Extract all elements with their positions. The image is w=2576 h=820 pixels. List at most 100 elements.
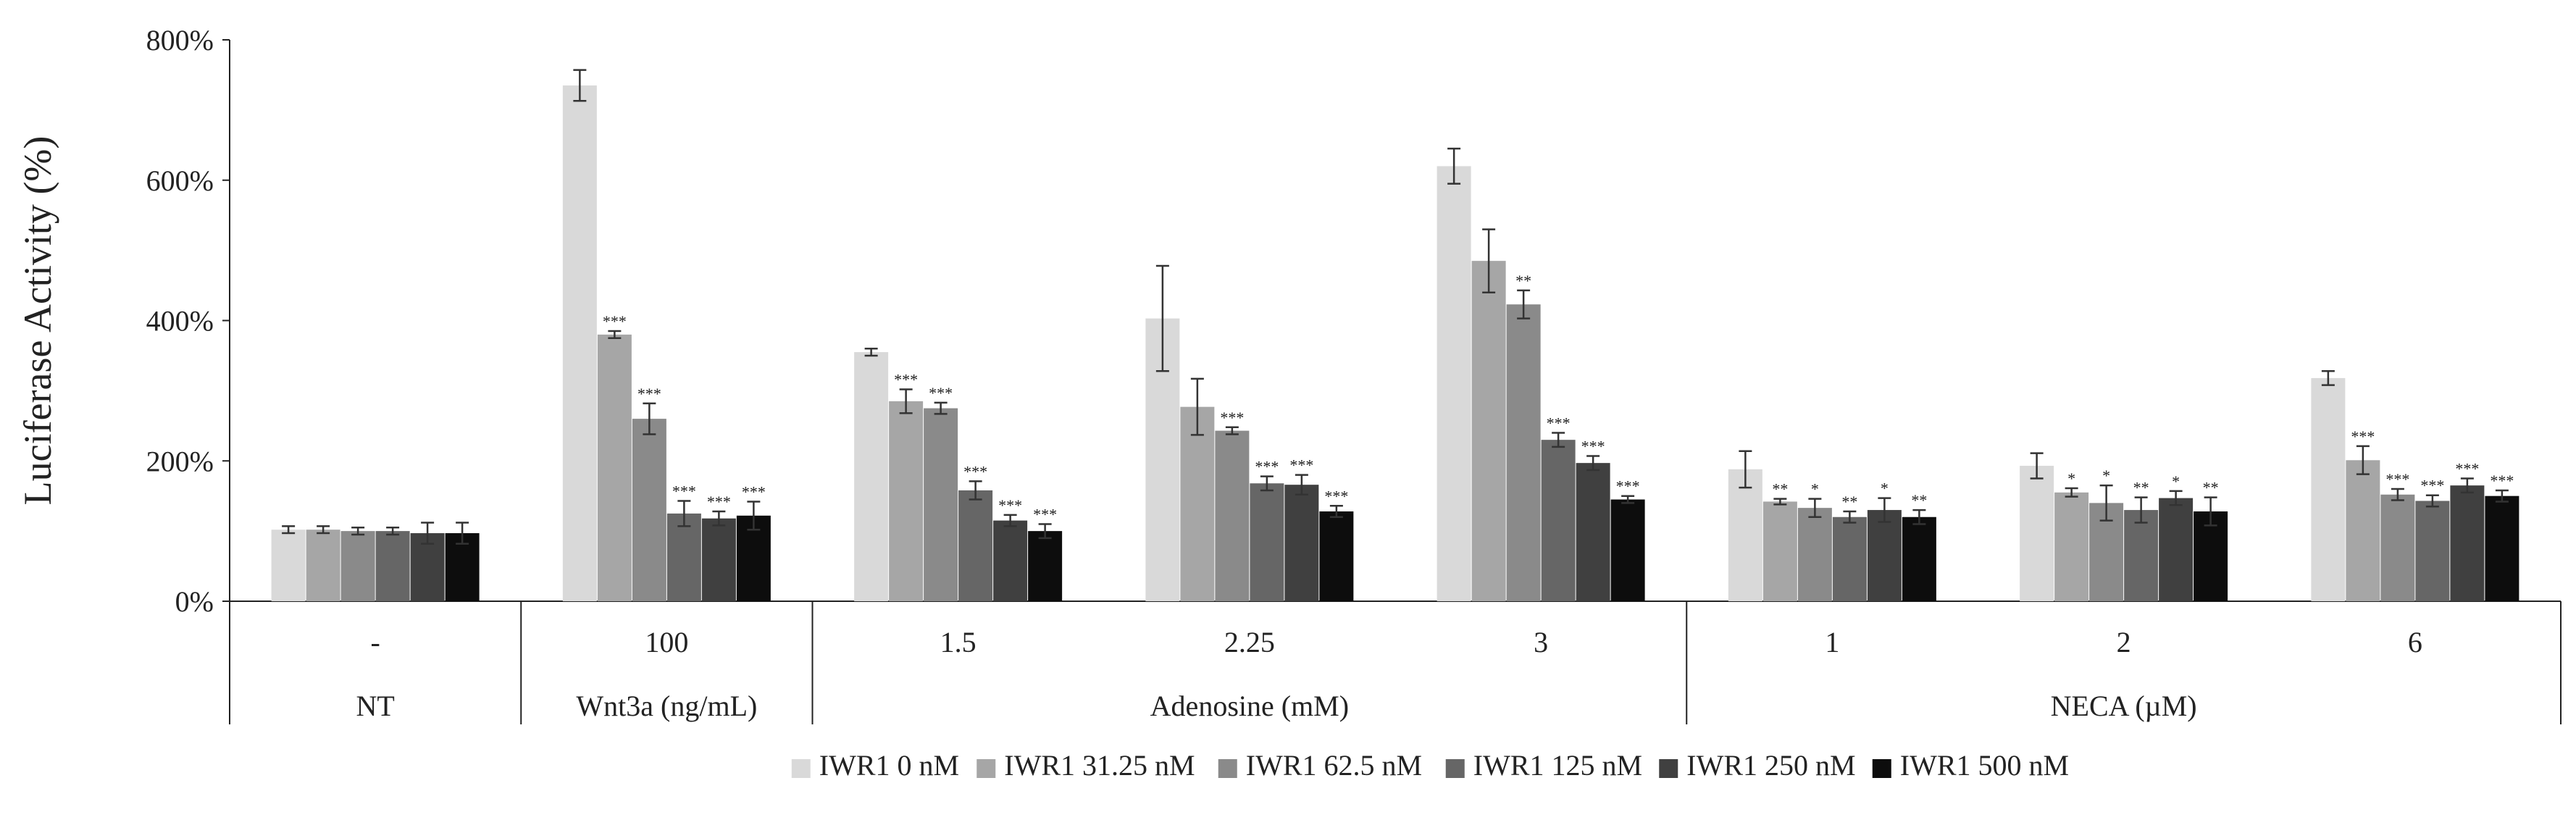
bar	[2159, 498, 2194, 601]
significance-label: ***	[2420, 477, 2444, 495]
legend-item: IWR1 125 nM	[1445, 749, 1642, 782]
bar	[1250, 483, 1284, 601]
bar	[2450, 485, 2485, 601]
legend-label: IWR1 500 nM	[1900, 749, 2069, 782]
x-tick-label: 100	[645, 626, 688, 658]
bar	[1832, 516, 1867, 601]
y-tick-label: 200%	[146, 445, 214, 477]
significance-label: **	[2203, 479, 2219, 497]
significance-label: ***	[2385, 470, 2409, 488]
bar	[562, 85, 597, 601]
significance-label: ***	[1616, 477, 1640, 495]
significance-label: ***	[603, 312, 627, 330]
bar	[2346, 460, 2380, 601]
legend-label: IWR1 31.25 nM	[1004, 749, 1195, 782]
significance-label: ***	[2351, 427, 2375, 445]
x-tick-label: 2	[2117, 626, 2131, 658]
bar	[1180, 406, 1215, 601]
x-tick-label: -	[370, 626, 380, 658]
bars	[271, 85, 2519, 601]
significance-label: **	[1911, 491, 1927, 509]
y-axis-title: Luciferase Activity (%)	[16, 136, 59, 506]
bar	[375, 531, 410, 601]
significance-label: *	[1881, 480, 1889, 498]
x-group-label: Wnt3a (ng/mL)	[576, 690, 757, 722]
significance-label: ***	[1289, 456, 1313, 474]
legend-swatch	[1218, 759, 1237, 778]
bar	[854, 352, 889, 601]
x-group-label: NT	[356, 690, 394, 722]
bar	[2124, 510, 2159, 601]
bar	[597, 334, 632, 601]
bar	[271, 530, 306, 601]
legend-item: IWR1 0 nM	[791, 749, 959, 782]
significance-label: ***	[1547, 414, 1571, 432]
bar	[1576, 463, 1610, 601]
significance-label: **	[1841, 493, 1857, 511]
bar	[1610, 499, 1645, 601]
bar	[2311, 377, 2346, 601]
legend-swatch	[1445, 759, 1465, 778]
bar	[889, 401, 924, 601]
bar	[1867, 510, 1902, 601]
legend-item: IWR1 31.25 nM	[977, 749, 1195, 782]
legend-label: IWR1 125 nM	[1473, 749, 1642, 782]
x-tick-label: 3	[1534, 626, 1548, 658]
significance-label: ***	[963, 462, 987, 480]
x-group-label: NECA (µM)	[2051, 690, 2197, 722]
significance-label: ***	[1220, 409, 1244, 427]
bar	[701, 518, 736, 601]
bar	[1471, 261, 1506, 601]
significance-label: *	[2102, 467, 2110, 485]
significance-label: **	[1772, 480, 1788, 498]
bar	[958, 490, 993, 601]
bar	[2194, 511, 2228, 601]
y-tick-label: 400%	[146, 305, 214, 338]
bar	[924, 408, 958, 601]
x-tick-label: 1	[1825, 626, 1839, 658]
significance-label: ***	[1581, 437, 1605, 455]
significance-label: ***	[2455, 459, 2479, 477]
legend-label: IWR1 62.5 nM	[1246, 749, 1422, 782]
significance-label: ***	[707, 493, 731, 511]
x-group-label: Adenosine (mM)	[1150, 690, 1349, 722]
significance-label: *	[1811, 480, 1819, 498]
legend-item: IWR1 500 nM	[1872, 749, 2069, 782]
bar	[1541, 440, 1576, 601]
bar	[632, 419, 666, 601]
legend-label: IWR1 250 nM	[1686, 749, 1855, 782]
legend-swatch	[1659, 759, 1678, 778]
significance-label: ***	[637, 385, 661, 403]
significance-label: ***	[742, 482, 766, 501]
legend-swatch	[791, 759, 811, 778]
bar	[340, 531, 375, 601]
bar	[1319, 511, 1354, 601]
bar	[1284, 485, 1319, 601]
x-tick-label: 2.25	[1224, 626, 1275, 658]
y-tick-label: 800%	[146, 24, 214, 57]
bar	[2415, 501, 2450, 601]
bar	[666, 513, 701, 601]
legend: IWR1 0 nM IWR1 31.25 nM IWR1 62.5 nM IWR1 1…	[791, 749, 2069, 782]
significance-label: ***	[998, 496, 1022, 514]
significance-label: *	[2067, 469, 2075, 488]
significance-label: ***	[894, 370, 918, 388]
bar	[2054, 492, 2089, 601]
significance-label: ***	[1255, 458, 1279, 476]
bar	[993, 520, 1028, 601]
significance-label: **	[1515, 272, 1531, 290]
legend-swatch	[1872, 759, 1891, 778]
bar	[1506, 304, 1541, 601]
legend-label: IWR1 0 nM	[819, 749, 959, 782]
bar	[1797, 508, 1832, 601]
y-tick-label: 0%	[175, 585, 214, 618]
error-bars	[282, 69, 2509, 545]
legend-swatch	[977, 759, 996, 778]
significance-markers: *************** ********** ********* ******…	[603, 272, 2514, 524]
bar	[306, 530, 340, 601]
significance-label: ***	[1324, 487, 1348, 505]
x-tick-label: 6	[2408, 626, 2422, 658]
significance-label: ***	[672, 482, 696, 500]
bar	[1728, 469, 1762, 601]
